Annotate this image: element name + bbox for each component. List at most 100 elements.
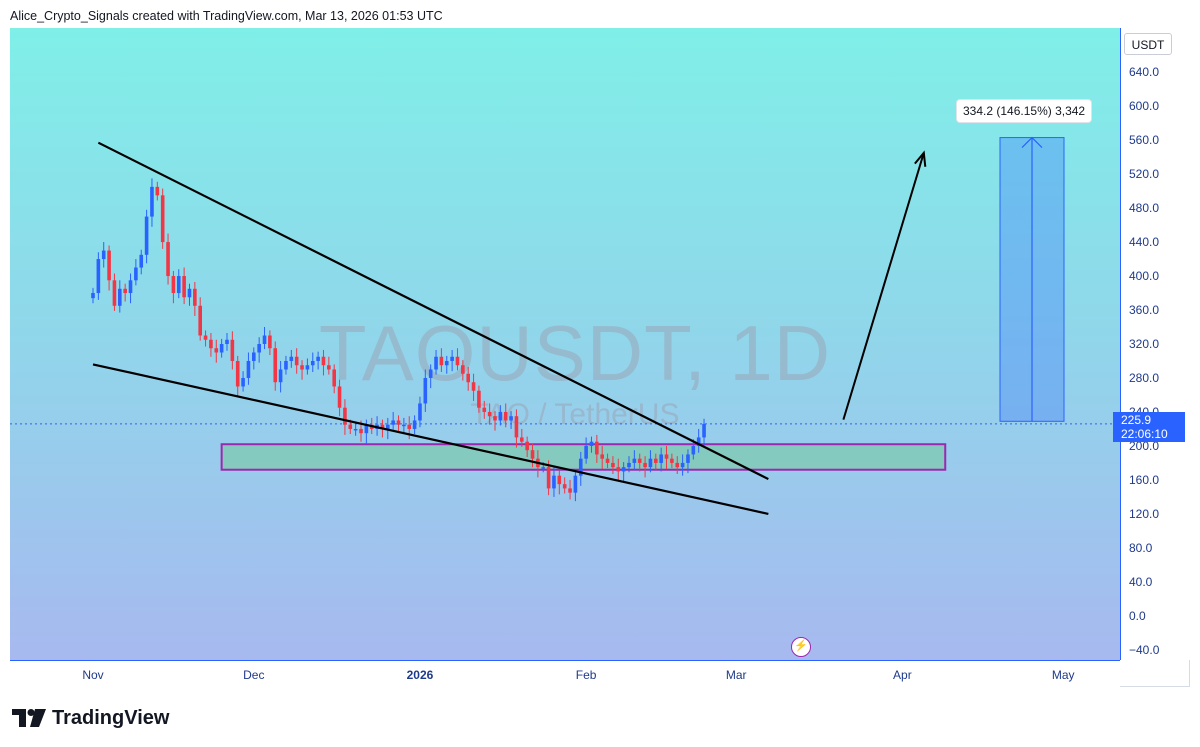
candle-body (450, 356, 454, 361)
candle-body (273, 348, 278, 383)
candle-body (348, 424, 353, 429)
candle-body (562, 484, 567, 489)
price-tick-label: 480.0 (1129, 201, 1160, 216)
candle-body (209, 339, 213, 349)
candle-body (407, 424, 412, 429)
candle-body (343, 407, 347, 425)
candle-body (128, 280, 133, 294)
tradingview-logo-icon (12, 709, 46, 727)
time-tick-label: Apr (893, 668, 912, 682)
candle-body (300, 365, 304, 370)
candle-body (268, 335, 272, 349)
time-axis[interactable]: Nov Dec 2026 Feb Mar Apr May (10, 660, 1120, 687)
time-tick-label: 2026 (406, 668, 434, 682)
candle-body (198, 305, 202, 336)
price-tick-label: 360.0 (1129, 303, 1160, 318)
candle-body (632, 458, 637, 463)
candle-body (144, 216, 149, 255)
price-tick-label: 560.0 (1129, 133, 1160, 148)
price-tick-label: 320.0 (1129, 337, 1160, 351)
candle-body (471, 382, 476, 391)
candle-body (423, 377, 428, 404)
candle-body (235, 360, 240, 387)
candle-body (380, 424, 385, 429)
price-chart[interactable] (10, 28, 1120, 660)
candle-body (664, 454, 669, 459)
candle-body (257, 344, 261, 353)
time-tick-label: Feb (575, 668, 597, 682)
candle-body (525, 441, 529, 451)
candle-body (466, 373, 470, 383)
candle-body (412, 420, 417, 429)
measure-arrow-head (1021, 136, 1043, 149)
time-tick-label: Nov (82, 668, 104, 682)
candle-body (214, 348, 219, 353)
candle-body (101, 250, 106, 260)
candle-body (418, 403, 422, 421)
tradingview-logo: TradingView (12, 705, 169, 731)
candle-body (643, 462, 647, 468)
price-tick-label: 40.0 (1129, 574, 1153, 589)
price-tick-label: 80.0 (1129, 540, 1153, 555)
candle-body (611, 462, 615, 468)
candle-body (444, 360, 449, 366)
candle-body (118, 288, 122, 306)
candle-body (589, 441, 594, 446)
candle-body (219, 344, 224, 353)
price-tick-label: 400.0 (1129, 269, 1160, 284)
price-tick-label: 440.0 (1129, 235, 1160, 250)
candle-body (262, 335, 267, 344)
candle-body (621, 467, 626, 472)
candle-body (595, 441, 599, 455)
candle-body (487, 411, 492, 417)
projection-arrow-head (914, 150, 927, 167)
chart-header: Alice_Crypto_Signals created with Tradin… (10, 9, 443, 23)
plot-area[interactable]: TAOUSDT, 1D TAO / TetherUS (10, 28, 1120, 660)
candle-body (627, 462, 631, 468)
candle-body (252, 352, 256, 361)
candle-body (310, 360, 315, 366)
price-tick-label: 200.0 (1129, 438, 1160, 453)
time-tick-label: Mar (725, 668, 747, 682)
projection-arrow (842, 152, 925, 420)
price-axis[interactable]: 640.0 600.0 560.0 520.0 480.0 440.0 400.0 360.0… (1120, 28, 1190, 660)
candle-body (670, 458, 674, 463)
bar-countdown: 22:06:10 (1121, 427, 1168, 441)
candle-body (503, 411, 508, 421)
candle-body (509, 416, 513, 421)
currency-selector[interactable]: USDT (1124, 33, 1172, 55)
candle-body (241, 377, 245, 387)
last-price: 225.9 (1121, 413, 1152, 427)
brand-name: TradingView (52, 706, 170, 729)
candle-body (648, 458, 653, 468)
candle-body (203, 335, 208, 340)
candle-body (96, 259, 101, 294)
candle-body (396, 420, 401, 425)
candle-body (193, 288, 197, 306)
candle-body (284, 360, 288, 370)
candle-body (391, 420, 395, 425)
candle-body (337, 386, 342, 408)
candle-body (584, 445, 588, 459)
candle-body (637, 458, 642, 463)
price-tick-label: 160.0 (1129, 472, 1160, 487)
candle-body (107, 250, 111, 281)
candle-body (675, 462, 680, 468)
lightning-icon[interactable]: ⚡ (791, 637, 811, 657)
candle-body (402, 424, 406, 427)
candle-body (455, 356, 460, 366)
candle-body (573, 475, 578, 493)
candle-body (686, 454, 690, 463)
candle-body (187, 288, 192, 298)
candle-body (289, 356, 294, 361)
candle-body (546, 467, 551, 489)
candle-body (461, 365, 465, 374)
candle-body (530, 450, 535, 459)
candle-body (541, 467, 546, 469)
candle-body (702, 423, 706, 438)
candle-body (359, 428, 363, 434)
candle-body (364, 424, 369, 434)
candle-body (578, 458, 583, 476)
time-tick-label: May (1051, 668, 1075, 682)
candle-body (171, 276, 176, 294)
